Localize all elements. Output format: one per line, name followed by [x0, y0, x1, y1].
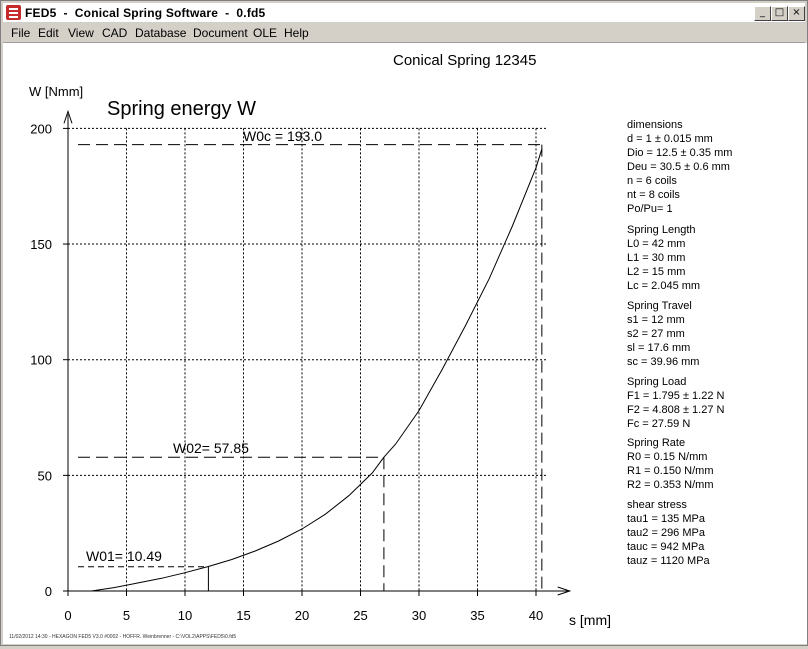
y-axis-label: W [Nmm] [29, 84, 83, 99]
document-canvas[interactable]: Conical Spring 12345 W [Nmm] Spring ener… [3, 43, 807, 644]
length-l2: L2 = 15 mm [627, 266, 685, 278]
dim-nt: nt = 8 coils [627, 189, 680, 201]
dim-n: n = 6 coils [627, 175, 677, 187]
y-ticks: 0 50 100 150 200 [30, 121, 68, 599]
menu-cad[interactable]: CAD [102, 26, 128, 40]
y-tick-label: 50 [38, 468, 52, 483]
dimensions-title: dimensions [627, 119, 683, 131]
travel-s1: s1 = 12 mm [627, 314, 685, 326]
rate-r1: R1 = 0.150 N/mm [627, 465, 714, 477]
stress-tauc: tauc = 942 MPa [627, 541, 705, 553]
y-axis-arrow [63, 109, 73, 124]
rate-r2: R2 = 0.353 N/mm [627, 479, 714, 491]
travel-sl: sl = 17.6 mm [627, 342, 690, 354]
marker-label-w0c: W0c = 193.0 [243, 128, 322, 144]
dim-dio: Dio = 12.5 ± 0.35 mm [627, 147, 732, 159]
menu-bar: File Edit View CAD Database Document OLE… [3, 23, 805, 43]
energy-curve [91, 149, 543, 592]
chart-grid [68, 127, 548, 591]
spring-app-icon[interactable] [6, 5, 21, 20]
minimize-button[interactable]: _ [754, 6, 771, 21]
menu-view[interactable]: View [68, 26, 94, 40]
x-tick-label: 10 [178, 608, 192, 623]
length-l1: L1 = 30 mm [627, 252, 685, 264]
stress-title: shear stress [627, 499, 687, 511]
chart-title: Spring energy W [107, 98, 256, 120]
menu-ole[interactable]: OLE [253, 26, 278, 40]
load-title: Spring Load [627, 376, 686, 388]
stress-tau1: tau1 = 135 MPa [627, 513, 706, 525]
y-tick-label: 100 [30, 353, 52, 368]
x-tick-label: 25 [353, 608, 367, 623]
dim-popu: Po/Pu= 1 [627, 203, 673, 215]
x-tick-label: 20 [295, 608, 309, 623]
spring-energy-chart: Conical Spring 12345 W [Nmm] Spring ener… [29, 52, 732, 628]
load-f2: F2 = 4.808 ± 1.27 N [627, 404, 725, 416]
menu-document[interactable]: Document [193, 26, 248, 40]
window-title: FED5 - Conical Spring Software - 0.fd5 [25, 6, 266, 20]
operating-points [78, 144, 543, 591]
y-tick-label: 150 [30, 237, 52, 252]
x-tick-label: 0 [64, 608, 71, 623]
close-button[interactable]: × [788, 6, 805, 21]
properties-panel: dimensions d = 1 ± 0.015 mm Dio = 12.5 ±… [627, 119, 732, 567]
length-lc: Lc = 2.045 mm [627, 280, 700, 292]
stress-tau2: tau2 = 296 MPa [627, 527, 706, 539]
x-ticks: 0 5 10 15 20 25 30 35 40 [64, 591, 543, 623]
maximize-button[interactable]: □ [771, 6, 788, 21]
rate-r0: R0 = 0.15 N/mm [627, 451, 707, 463]
length-l0: L0 = 42 mm [627, 238, 685, 250]
stress-tauz: tauz = 1120 MPa [627, 555, 711, 567]
marker-label-w02: W02= 57.85 [173, 440, 249, 456]
load-f1: F1 = 1.795 ± 1.22 N [627, 390, 725, 402]
x-tick-label: 5 [123, 608, 130, 623]
menu-edit[interactable]: Edit [38, 26, 59, 40]
menu-help[interactable]: Help [284, 26, 309, 40]
y-tick-label: 200 [30, 121, 52, 136]
dim-deu: Deu = 30.5 ± 0.6 mm [627, 161, 730, 173]
x-tick-label: 30 [412, 608, 426, 623]
menu-database[interactable]: Database [135, 26, 187, 40]
x-tick-label: 15 [236, 608, 250, 623]
load-fc: Fc = 27.59 N [627, 418, 690, 430]
travel-sc: sc = 39.96 mm [627, 356, 699, 368]
x-tick-label: 35 [470, 608, 484, 623]
x-axis-arrow [557, 586, 572, 596]
title-bar[interactable]: FED5 - Conical Spring Software - 0.fd5 _… [3, 3, 805, 23]
travel-title: Spring Travel [627, 300, 692, 312]
rate-title: Spring Rate [627, 437, 685, 449]
footer-status: 11/02/2012 14:30 - HEXAGON FED5 V3.0 #00… [9, 634, 237, 640]
x-tick-label: 40 [529, 608, 543, 623]
chart-axes [63, 109, 572, 596]
marker-label-w01: W01= 10.49 [86, 548, 162, 564]
menu-file[interactable]: File [11, 26, 31, 40]
x-axis-label: s [mm] [569, 612, 611, 628]
y-tick-label: 0 [45, 584, 52, 599]
dim-d: d = 1 ± 0.015 mm [627, 133, 713, 145]
length-title: Spring Length [627, 224, 696, 236]
travel-s2: s2 = 27 mm [627, 328, 685, 340]
document-title: Conical Spring 12345 [393, 52, 536, 69]
